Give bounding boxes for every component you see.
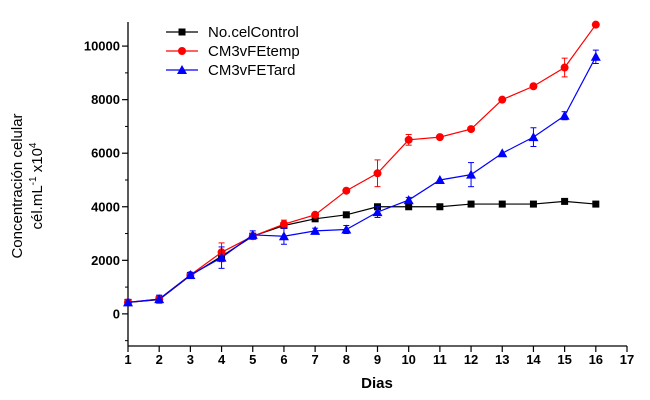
data-point	[278, 231, 289, 241]
y-axis-unit-exponent-2: 4	[28, 142, 39, 148]
x-tick-label: 5	[249, 352, 256, 367]
y-tick-label: 8000	[91, 92, 120, 107]
x-tick-label: 11	[433, 352, 447, 367]
x-tick-label: 7	[312, 352, 319, 367]
legend-label: CM3vFEtemp	[208, 43, 300, 60]
series-CM3vFEtemp	[124, 20, 600, 307]
series-line	[127, 24, 597, 303]
data-point	[311, 215, 319, 223]
data-point	[123, 297, 133, 307]
legend: No.celControl CM3vFEtemp CM3vFETard	[166, 24, 300, 79]
x-tick-label: 17	[620, 352, 634, 367]
data-point	[559, 110, 570, 120]
data-point	[372, 207, 383, 217]
y-tick-label: 10000	[84, 39, 120, 54]
series-line	[127, 200, 596, 303]
legend-item: CM3vFEtemp	[166, 43, 300, 60]
x-tick-label: 10	[401, 352, 415, 367]
y-axis-unit-prefix: cél.mL	[29, 185, 46, 229]
data-point	[467, 125, 476, 134]
data-point	[528, 132, 539, 142]
x-tick-label: 14	[526, 352, 541, 367]
data-point	[310, 225, 321, 235]
data-point	[216, 252, 227, 262]
data-point	[529, 82, 538, 91]
x-tick-label: 4	[218, 352, 226, 367]
series-CM3vFETard	[123, 49, 601, 307]
data-point	[154, 294, 165, 304]
y-axis-unit-exponent-1: -1	[28, 176, 39, 185]
y-axis-unit-mid: x10	[29, 148, 46, 176]
x-ticks: 1 2 3 4 5 6 7 8 9 10 11 12 13 14 15 16 17	[124, 346, 634, 367]
legend-item: No.celControl	[166, 24, 299, 41]
data-point	[497, 148, 508, 158]
y-tick-label: 2000	[91, 253, 120, 268]
legend-label: No.celControl	[208, 24, 299, 41]
x-axis-title: Dias	[361, 375, 393, 392]
data-point	[498, 200, 506, 208]
data-point	[466, 169, 477, 179]
x-tick-label: 6	[280, 352, 287, 367]
data-point	[279, 220, 288, 229]
series-line	[127, 56, 597, 303]
series-No.celControl	[124, 197, 600, 306]
data-point	[185, 270, 196, 280]
x-tick-label: 16	[589, 352, 603, 367]
x-tick-label: 1	[124, 352, 131, 367]
data-point	[590, 51, 601, 61]
data-point	[529, 200, 537, 208]
x-tick-label: 8	[343, 352, 350, 367]
legend-marker	[178, 28, 186, 36]
data-point	[467, 200, 475, 208]
data-point	[435, 133, 444, 142]
data-point	[342, 186, 351, 195]
data-point	[498, 95, 507, 104]
legend-item: CM3vFETard	[166, 62, 296, 79]
y-tick-label: 4000	[91, 199, 120, 214]
y-axis-title-line2: cél.mL-1 x104	[28, 142, 46, 229]
data-point	[560, 63, 569, 72]
data-point	[404, 135, 413, 144]
x-tick-label: 12	[464, 352, 478, 367]
legend-marker	[178, 47, 186, 55]
legend-marker	[177, 65, 187, 74]
y-tick-label: 0	[113, 306, 120, 321]
y-tick-label: 6000	[91, 146, 120, 161]
data-point	[434, 174, 445, 184]
x-tick-label: 9	[374, 352, 381, 367]
data-point	[436, 203, 444, 211]
data-point	[405, 203, 413, 211]
data-point	[592, 200, 600, 208]
x-tick-label: 2	[156, 352, 163, 367]
x-tick-label: 3	[187, 352, 194, 367]
data-point	[311, 210, 320, 219]
x-tick-label: 15	[557, 352, 571, 367]
y-ticks: 0 2000 4000 6000 8000 10000	[84, 39, 128, 342]
data-point	[403, 195, 414, 205]
series-layer	[123, 20, 601, 307]
data-point	[373, 169, 382, 178]
data-point	[341, 224, 352, 234]
data-point	[561, 197, 569, 205]
y-axis-title-line1: Concentración celular	[9, 113, 26, 258]
data-point	[591, 20, 600, 29]
legend-label: CM3vFETard	[208, 62, 296, 79]
x-tick-label: 13	[495, 352, 509, 367]
data-point	[342, 211, 350, 219]
data-point	[247, 229, 258, 239]
